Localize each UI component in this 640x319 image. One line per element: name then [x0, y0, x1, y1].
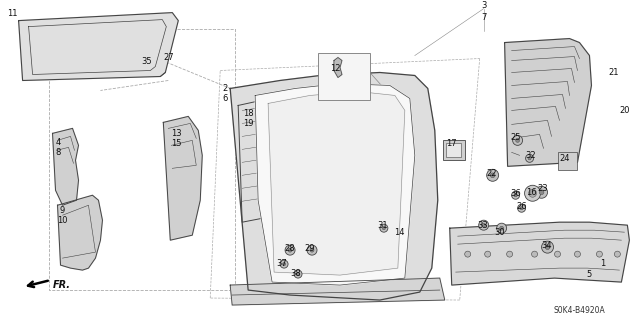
Circle shape — [294, 270, 302, 278]
Text: 12: 12 — [330, 64, 340, 73]
Text: 33: 33 — [477, 221, 488, 230]
Polygon shape — [19, 13, 179, 80]
Circle shape — [525, 185, 541, 201]
Circle shape — [310, 248, 314, 252]
Circle shape — [484, 251, 491, 257]
Text: 38: 38 — [291, 269, 301, 278]
Circle shape — [479, 220, 489, 230]
Bar — [318, 53, 370, 100]
Text: 32: 32 — [525, 151, 536, 160]
Circle shape — [465, 251, 470, 257]
Circle shape — [382, 226, 385, 230]
Circle shape — [529, 189, 536, 197]
Circle shape — [516, 138, 520, 142]
Circle shape — [490, 173, 495, 178]
Circle shape — [296, 272, 300, 276]
Circle shape — [596, 251, 602, 257]
Text: 20: 20 — [619, 106, 630, 115]
Circle shape — [507, 251, 513, 257]
Text: 7: 7 — [481, 13, 486, 22]
Polygon shape — [504, 39, 591, 166]
Text: 9: 9 — [60, 206, 65, 215]
Circle shape — [528, 157, 531, 160]
Circle shape — [307, 245, 317, 255]
Circle shape — [541, 241, 554, 253]
Text: 3: 3 — [481, 1, 486, 10]
Text: 24: 24 — [559, 154, 570, 163]
Polygon shape — [255, 84, 415, 285]
Polygon shape — [230, 72, 438, 300]
Text: 13: 13 — [171, 129, 182, 138]
Bar — [443, 140, 465, 160]
Polygon shape — [334, 57, 342, 78]
Circle shape — [520, 207, 523, 210]
Text: 19: 19 — [243, 119, 253, 128]
Text: 21: 21 — [608, 68, 619, 77]
Circle shape — [513, 135, 523, 145]
Circle shape — [285, 245, 295, 255]
Text: 34: 34 — [541, 241, 552, 250]
Text: FR.: FR. — [52, 280, 70, 290]
Circle shape — [486, 169, 499, 181]
Polygon shape — [268, 92, 405, 275]
Polygon shape — [163, 116, 202, 240]
Text: 29: 29 — [305, 244, 316, 253]
Text: 36: 36 — [510, 189, 521, 198]
Circle shape — [536, 186, 548, 198]
Text: 28: 28 — [285, 244, 296, 253]
Text: 31: 31 — [378, 221, 388, 230]
Bar — [557, 152, 577, 170]
Circle shape — [380, 224, 388, 232]
Text: 18: 18 — [243, 109, 253, 118]
Text: 25: 25 — [510, 133, 521, 142]
Circle shape — [500, 226, 504, 230]
Text: 4: 4 — [56, 138, 61, 147]
Circle shape — [282, 263, 285, 266]
Text: 27: 27 — [163, 53, 173, 62]
Text: 14: 14 — [395, 228, 405, 237]
Text: 6: 6 — [223, 94, 228, 103]
Polygon shape — [230, 278, 445, 305]
Circle shape — [554, 251, 561, 257]
Text: 5: 5 — [587, 270, 592, 278]
Polygon shape — [58, 195, 102, 270]
Circle shape — [482, 223, 486, 227]
Text: 30: 30 — [494, 228, 505, 237]
Text: 17: 17 — [447, 139, 457, 148]
Polygon shape — [450, 222, 629, 285]
Circle shape — [280, 260, 288, 268]
Text: 8: 8 — [56, 148, 61, 157]
Text: 1: 1 — [600, 259, 605, 268]
Circle shape — [525, 154, 534, 162]
Circle shape — [288, 248, 292, 252]
Text: 26: 26 — [516, 202, 527, 211]
Circle shape — [514, 194, 517, 197]
Text: 22: 22 — [486, 169, 497, 178]
Text: S0K4-B4920A: S0K4-B4920A — [554, 306, 605, 315]
Circle shape — [614, 251, 620, 257]
Text: 23: 23 — [537, 184, 548, 193]
Text: 15: 15 — [171, 139, 182, 148]
Circle shape — [518, 204, 525, 212]
Text: 35: 35 — [141, 57, 152, 66]
Circle shape — [497, 223, 507, 233]
Bar — [445, 143, 461, 157]
Circle shape — [532, 251, 538, 257]
Text: 11: 11 — [8, 9, 18, 18]
Circle shape — [575, 251, 580, 257]
Text: 10: 10 — [57, 216, 68, 225]
Text: 37: 37 — [276, 259, 287, 268]
Circle shape — [545, 245, 550, 249]
Circle shape — [511, 191, 520, 199]
Text: 2: 2 — [223, 84, 228, 93]
Polygon shape — [238, 99, 282, 222]
Polygon shape — [52, 128, 79, 205]
Circle shape — [539, 190, 544, 195]
Text: 16: 16 — [526, 188, 537, 197]
